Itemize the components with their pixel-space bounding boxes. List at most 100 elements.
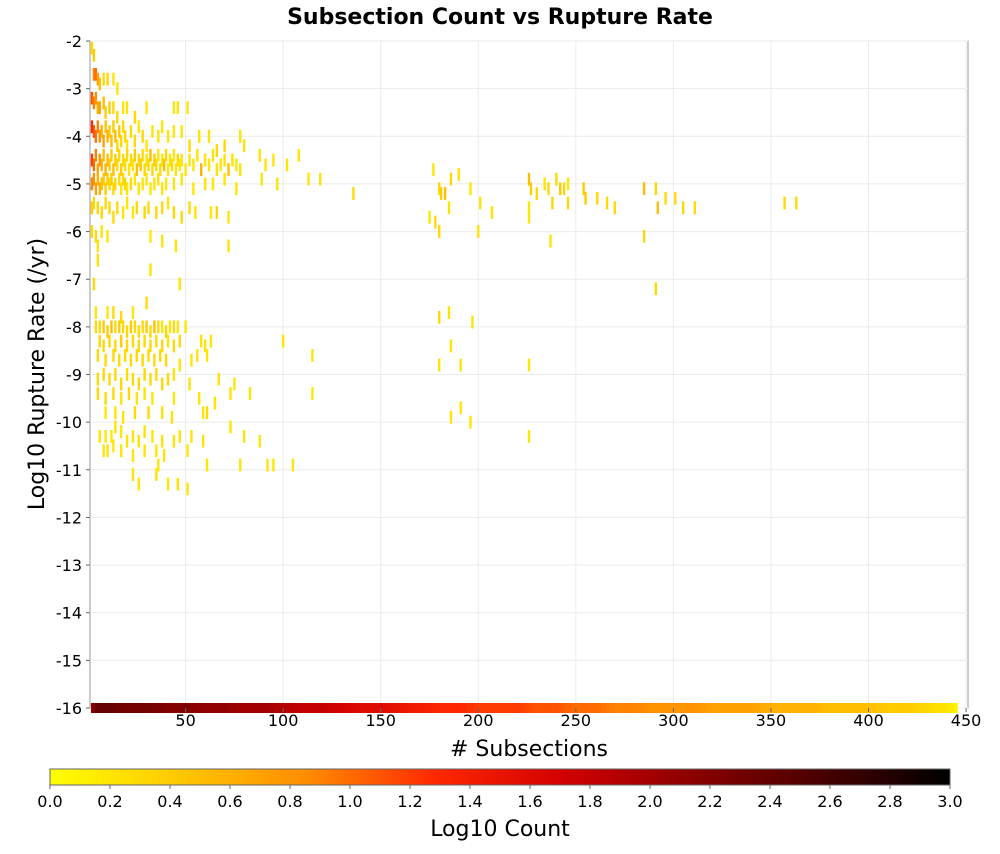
heatmap-cell [96,72,99,86]
heatmap-cell [112,210,115,224]
heatmap-cell [428,210,431,224]
heatmap-cell [135,349,139,362]
baseline-cell [762,703,767,713]
heatmap-cell [219,158,222,172]
heatmap-cell [213,396,217,410]
baseline-cell [613,703,619,713]
heatmap-cell [141,353,144,367]
heatmap-cell [141,177,144,191]
heatmap-cell [281,334,285,348]
baseline-cell [531,703,537,713]
baseline-cell [750,703,755,713]
heatmap-cell [443,187,447,200]
baseline-cell [368,703,373,713]
heatmap-cell [149,372,152,386]
heatmap-cell [145,320,148,334]
baseline-cell [446,703,451,713]
baseline-cell [356,703,361,713]
heatmap-cell [137,153,140,167]
heatmap-cell [180,125,183,138]
heatmap-cell [307,172,310,186]
heatmap-cell [188,139,191,153]
heatmap-cell [155,368,158,381]
heatmap-cell [112,182,115,196]
colorbar-tick-label: 1.2 [397,792,422,811]
y-tick-label: -8 [66,318,82,337]
heatmap-cell [285,158,289,172]
heatmap-cell [112,349,115,362]
colorbar-ticks: 0.0 0.2 0.4 0.6 0.8 1.0 1.2 1.4 1.6 1.8 2.0 2.2 2.4 2… [37,785,963,811]
heatmap-cell [96,387,99,400]
baseline-cell [539,703,545,713]
x-tick-label: 50 [175,711,195,730]
heatmap-cell [207,158,211,172]
heatmap-cell [447,201,451,215]
baseline-cell [734,703,740,713]
heatmap-cell [188,201,191,215]
heatmap-cell [110,172,113,186]
heatmap-cell [795,196,798,210]
heatmap-cell [449,172,453,186]
heatmap-cell [438,358,441,372]
heatmap-cell [319,172,322,186]
heatmap-cell [215,144,218,157]
heatmap-cell [215,206,218,219]
baseline-cell [301,703,307,713]
heatmap-cell [118,125,121,138]
heatmap-cell [114,339,117,353]
baseline-cell [648,703,654,713]
heatmap-cell [151,430,154,443]
baseline-cell [945,703,950,713]
baseline-cell [430,703,435,713]
baseline-cell [254,703,260,713]
baseline-cell [867,703,872,713]
heatmap-cell [100,158,103,172]
heatmap-cell [231,153,234,167]
baseline-row [90,703,958,713]
heatmap-cell [143,387,146,400]
baseline-cell [910,703,915,713]
heatmap-cell [137,325,140,339]
baseline-cell [723,703,728,713]
heatmap-cell [133,406,137,419]
baseline-cell [738,703,744,713]
x-tick-label: 100 [268,711,299,730]
baseline-cell [208,703,213,713]
baseline-cell [96,703,102,713]
baseline-cell [399,703,404,713]
heatmap-cell [112,387,115,400]
heatmap-cell [159,349,162,362]
y-tick-label: -9 [66,366,82,385]
heatmap-cell [104,406,107,419]
baseline-cell [707,703,712,713]
baseline-cell [668,703,673,713]
heatmap-cell [161,120,164,134]
baseline-cell [929,703,935,713]
baseline-cell [906,703,911,713]
baseline-cell [949,703,954,713]
heatmap-cell [102,72,105,86]
heatmap-cell [153,153,156,167]
heatmap-cell [664,191,667,205]
baseline-cell [777,703,783,713]
heatmap-cell [153,353,156,367]
heatmap-cell [184,163,187,177]
baseline-cell [364,703,369,713]
heatmap-cell [172,125,176,138]
baseline-cell [293,703,299,713]
baseline-cell [157,703,162,713]
baseline-cell [516,703,521,713]
y-tick-label: -10 [56,413,82,432]
heatmap-cell [120,377,123,391]
baseline-cell [465,703,470,713]
heatmap-cell [118,148,121,162]
heatmap-cell [276,177,279,191]
heatmap-cell [118,320,121,334]
heatmap-cell [141,148,144,162]
baseline-cell [801,703,806,713]
heatmap-cell [161,201,164,215]
heatmap-cell [172,434,176,448]
heatmap-cell [125,139,129,153]
y-axis-label: Log10 Rupture Rate (/yr) [25,238,50,510]
baseline-cell [890,703,896,713]
